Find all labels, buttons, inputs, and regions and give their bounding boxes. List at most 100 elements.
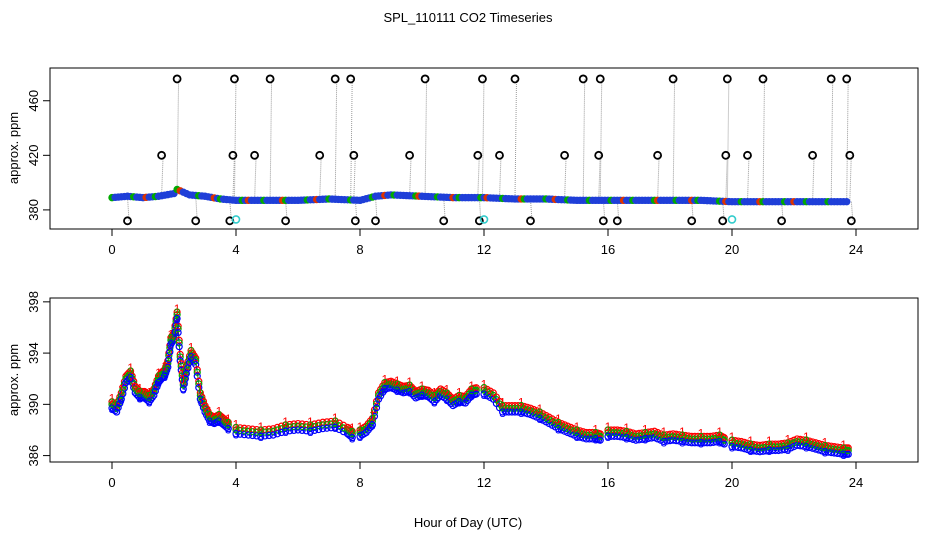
series-point-3 (331, 423, 339, 432)
bottom-xtick-label: 8 (356, 475, 363, 490)
series-marker-1: 1 (468, 379, 475, 393)
series-marker-3: 3 (233, 428, 240, 442)
series-point-3 (269, 431, 277, 439)
series-marker-2: 2 (369, 412, 376, 426)
bottom-xtick-label: 20 (725, 475, 739, 490)
spike-connector (477, 155, 480, 198)
spike-connector (176, 78, 180, 190)
spike-connector (499, 155, 502, 199)
top-xtick-label: 8 (356, 242, 363, 257)
spike-connector (602, 200, 606, 221)
series-marker-1: 1 (118, 383, 125, 397)
series-marker-2: 2 (592, 427, 599, 441)
series-marker-2: 2 (225, 416, 232, 430)
spike-connector (830, 78, 834, 202)
series-marker-2: 2 (161, 364, 168, 378)
series-marker-3: 3 (282, 425, 289, 439)
spike-connector (725, 155, 728, 202)
series-marker-3: 3 (499, 406, 506, 420)
series-marker-3: 3 (536, 412, 543, 426)
spike-point (598, 216, 608, 226)
series-marker-3: 3 (332, 421, 339, 435)
series-marker-2: 2 (168, 332, 175, 346)
series-point-2 (236, 426, 244, 434)
series-marker-1: 1 (642, 422, 649, 436)
series-marker-1: 1 (803, 430, 810, 444)
spike-point (743, 150, 752, 160)
series-marker-3: 3 (642, 433, 649, 447)
bottom-ytick-label: 386 (26, 445, 41, 467)
series-marker-2: 2 (332, 415, 339, 429)
spike-point (371, 216, 380, 226)
series-point-2 (844, 446, 852, 455)
spike-point (842, 74, 852, 84)
spike-point (330, 74, 340, 84)
series-marker-2: 2 (118, 387, 125, 401)
series-point-3 (160, 373, 168, 381)
series-marker-1: 1 (406, 375, 413, 389)
panel-bottom-xlabel: Hour of Day (UTC) (414, 515, 522, 530)
series-marker-1: 1 (481, 378, 488, 392)
series-point-2 (195, 380, 203, 388)
series-marker-1: 1 (155, 366, 162, 380)
series-marker-3: 3 (257, 430, 264, 444)
series-point-3 (180, 380, 188, 388)
spike-connector (409, 155, 412, 196)
spike-point (191, 216, 201, 226)
series-marker-3: 3 (216, 415, 223, 429)
series-point-3 (265, 431, 273, 440)
series-point-3 (370, 412, 379, 420)
series-marker-1: 1 (592, 422, 599, 436)
spike-connector (254, 155, 257, 201)
series-point-3 (315, 425, 323, 434)
series-marker-1: 1 (381, 372, 388, 386)
spike-connector (232, 155, 235, 201)
series-marker-3: 3 (784, 443, 791, 457)
spike-point (526, 216, 535, 226)
series-marker-3: 3 (443, 393, 450, 407)
series-marker-3: 3 (188, 351, 195, 365)
series-marker-1: 1 (623, 421, 630, 435)
spike-connector (849, 155, 852, 202)
series-marker-1: 1 (146, 385, 153, 399)
series-marker-3: 3 (394, 384, 401, 398)
spike-connector (195, 195, 198, 221)
series-marker-2: 2 (468, 383, 475, 397)
series-point-2 (472, 386, 480, 394)
series-marker-1: 1 (766, 434, 773, 448)
series-point-2 (164, 359, 172, 367)
series-marker-3: 3 (381, 383, 388, 397)
series-marker-2: 2 (443, 387, 450, 401)
spike-point (315, 150, 325, 160)
series-marker-3: 3 (456, 396, 463, 410)
spike-point (250, 150, 260, 160)
series-marker-1: 1 (747, 434, 754, 448)
bottom-xtick-label: 24 (849, 475, 863, 490)
series-point-2 (240, 427, 248, 435)
series-point-2 (165, 352, 173, 360)
series-point-3 (348, 434, 356, 442)
series-marker-2: 2 (282, 419, 289, 433)
series-marker-1: 1 (127, 361, 134, 375)
spike-connector (319, 155, 322, 200)
series-marker-2: 2 (784, 437, 791, 451)
series-marker-1: 1 (679, 425, 686, 439)
spike-connector (514, 78, 517, 199)
spike-point (474, 216, 484, 226)
top-xtick-label: 24 (849, 242, 863, 257)
series-marker-1: 1 (225, 412, 232, 426)
bottom-xtick-label: 0 (108, 475, 115, 490)
spike-point (578, 74, 588, 84)
series-point-3 (286, 427, 294, 435)
spike-point (478, 74, 487, 84)
spike-point (758, 74, 768, 84)
series-marker-1: 1 (174, 302, 181, 316)
series-marker-1: 1 (605, 420, 612, 434)
series-marker-3: 3 (698, 437, 705, 451)
series-marker-3: 3 (137, 392, 144, 406)
panel-bottom: approx. ppm Hour of Day (UTC) 0 4 8 12 16 20 2… (6, 291, 919, 530)
top-ytick-label: 380 (26, 199, 41, 221)
series-point-3 (472, 390, 480, 398)
series-marker-1: 1 (419, 379, 426, 393)
series-marker-2: 2 (747, 438, 754, 452)
